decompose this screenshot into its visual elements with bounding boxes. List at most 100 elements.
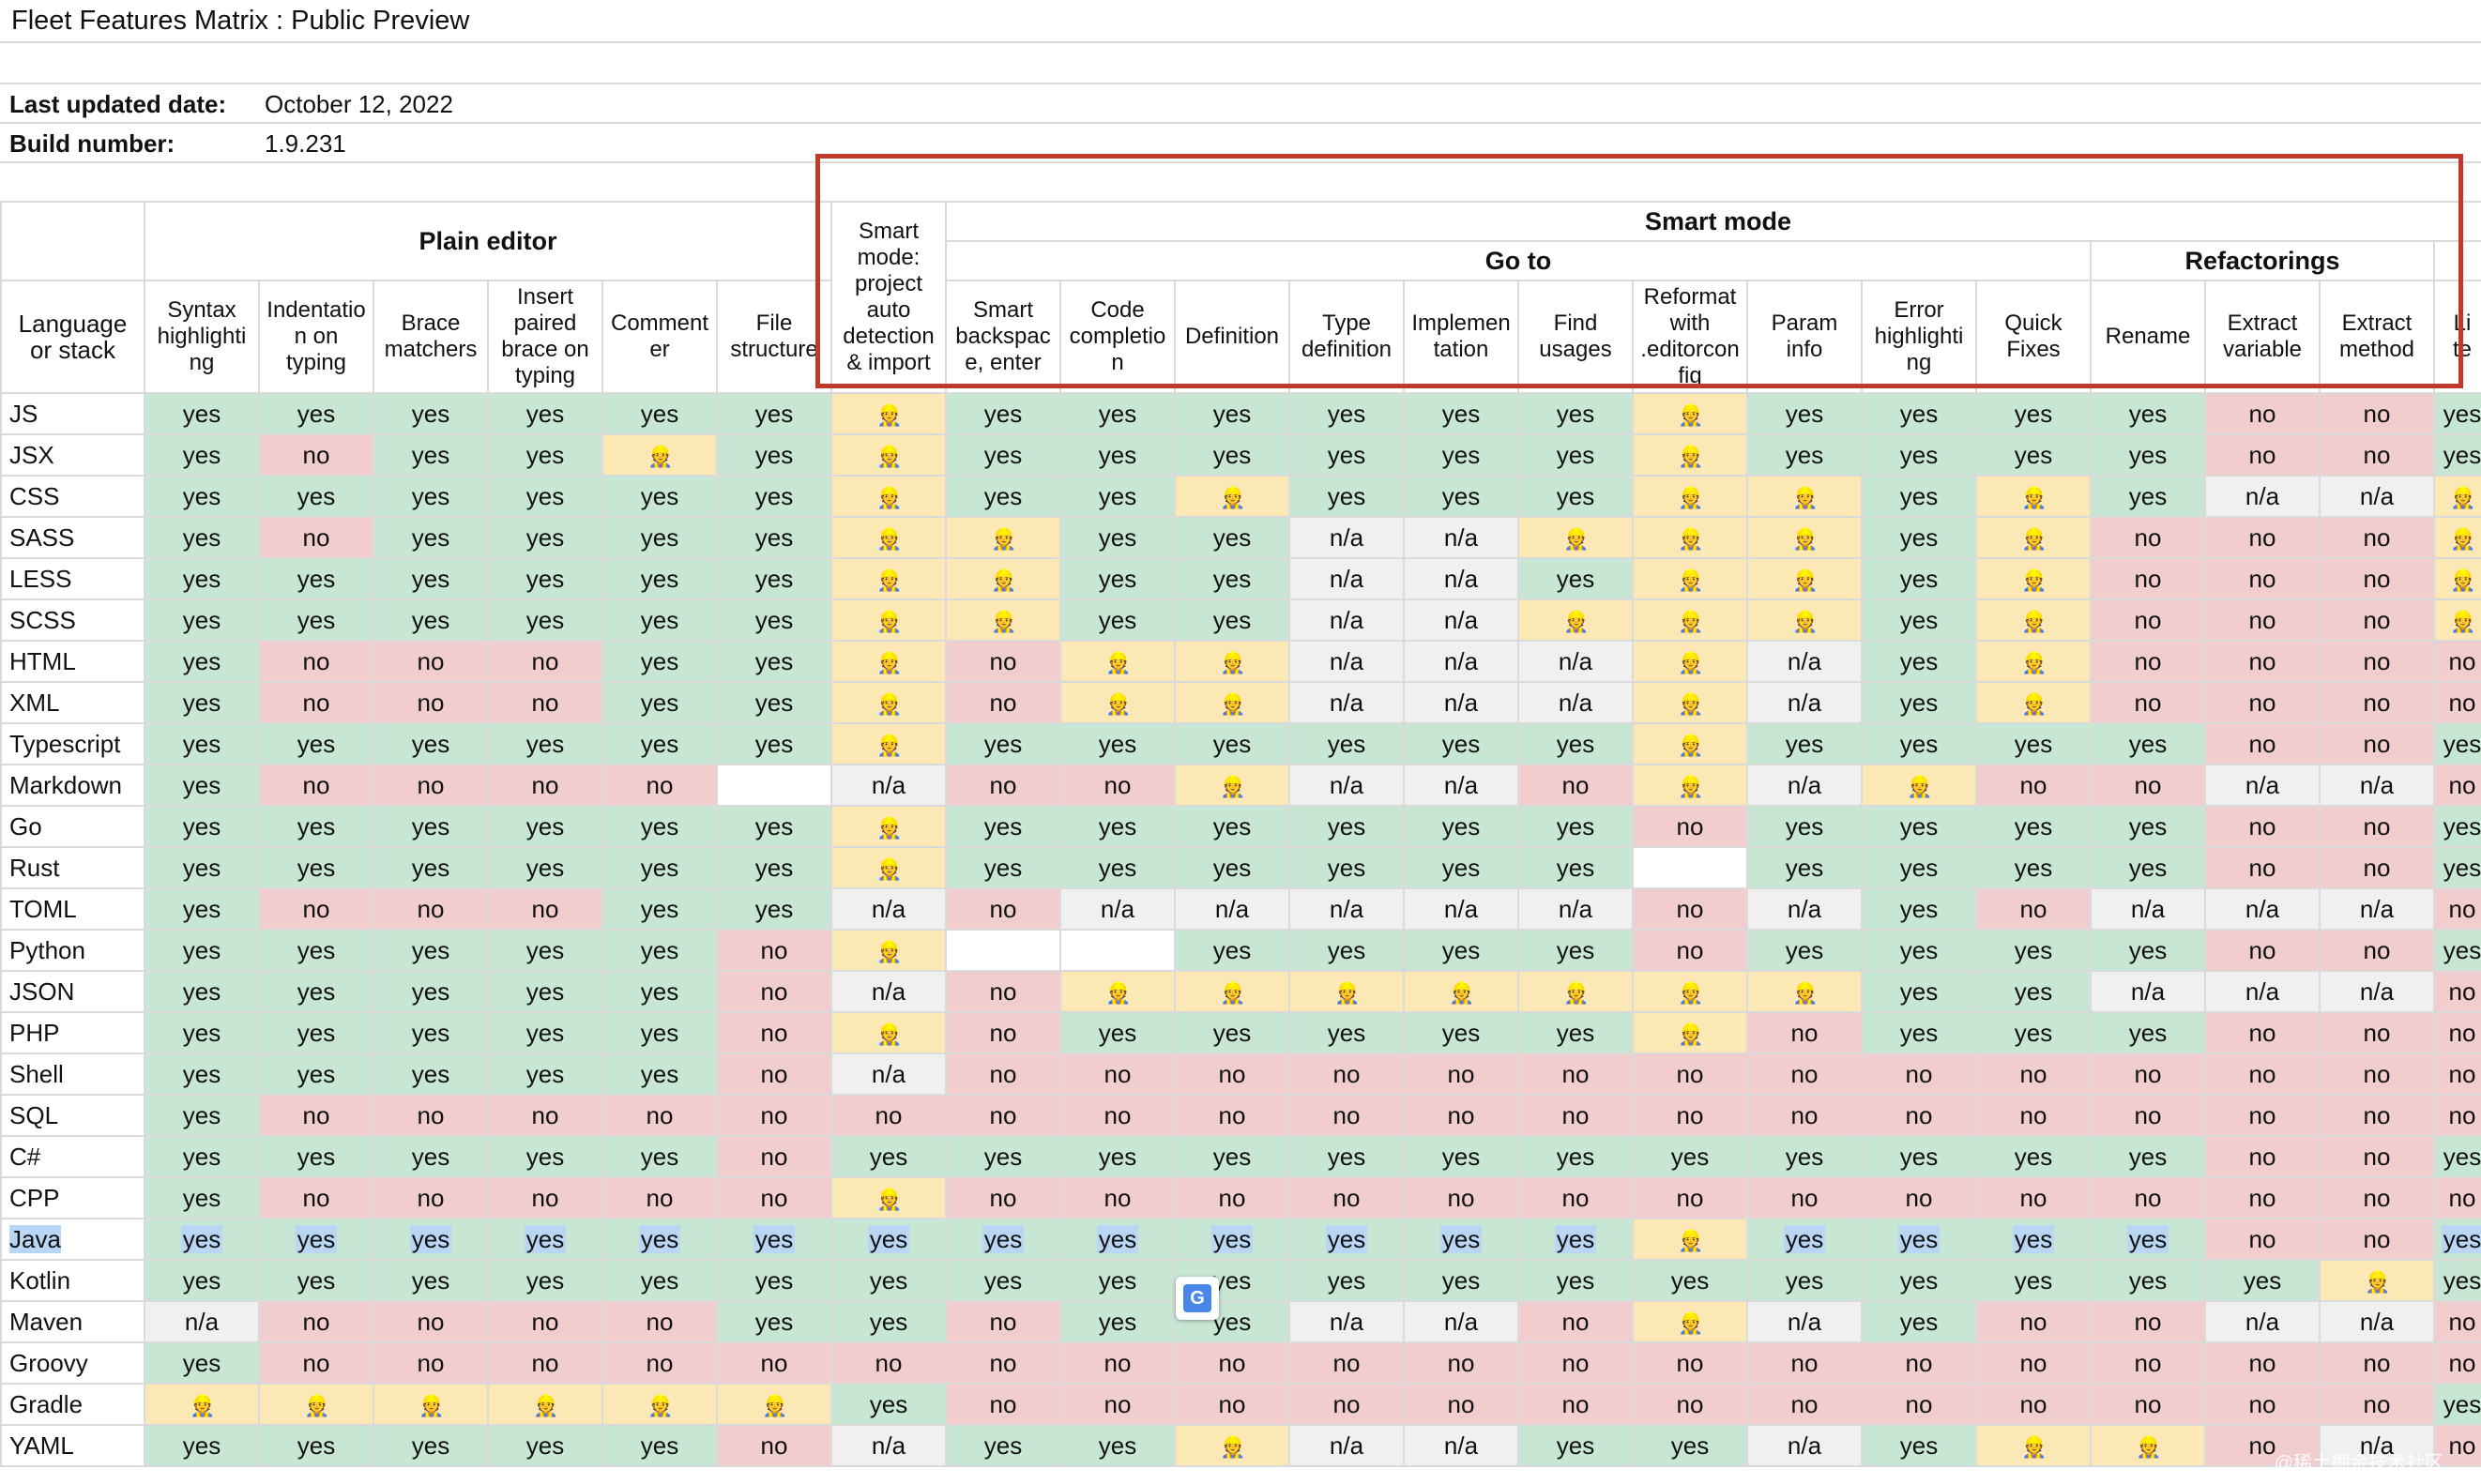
feature-cell-code-completion[interactable] [1059, 929, 1176, 972]
feature-cell-commenter[interactable]: no [601, 1176, 718, 1219]
feature-cell-brace-matchers[interactable]: yes [373, 1052, 489, 1096]
feature-cell-rename[interactable]: yes [2090, 1011, 2206, 1054]
feature-cell-brace-matchers[interactable]: yes [373, 1259, 489, 1302]
feature-cell-code-completion[interactable]: no [1059, 1176, 1176, 1219]
feature-cell-param-info[interactable]: yes [1746, 392, 1863, 435]
feature-cell-syntax-highlighting[interactable]: yes [144, 805, 260, 848]
column-header-code-completion[interactable]: Code completio n [1059, 280, 1176, 394]
feature-cell-insert-paired-brace-on-typing[interactable]: yes [487, 516, 603, 559]
column-header-type-definition[interactable]: Type definition [1288, 280, 1405, 394]
feature-cell-find-usages[interactable]: yes [1517, 1424, 1634, 1467]
feature-cell-brace-matchers[interactable]: yes [373, 1135, 489, 1178]
feature-cell-smart-backspace-enter[interactable]: yes [945, 722, 1061, 765]
feature-cell-indentation-on-typing[interactable]: no [258, 764, 374, 807]
feature-cell-quick-fixes[interactable]: 👷 [1975, 516, 2092, 559]
feature-cell-smart-backspace-enter[interactable]: no [945, 1052, 1061, 1096]
feature-cell-commenter[interactable]: no [601, 1094, 718, 1137]
feature-cell-extract-variable[interactable]: no [2204, 929, 2321, 972]
feature-cell-rename[interactable]: yes [2090, 846, 2206, 889]
column-header-error-highlighting[interactable]: Error highlighti ng [1861, 280, 1977, 394]
feature-cell-insert-paired-brace-on-typing[interactable]: yes [487, 433, 603, 477]
feature-cell-smart-backspace-enter[interactable]: yes [945, 805, 1061, 848]
column-header-indentation-on-typing[interactable]: Indentatio n on typing [258, 280, 374, 394]
feature-cell-implementation[interactable]: n/a [1403, 681, 1519, 724]
feature-cell-reformat-with-editorconfig[interactable]: 👷 [1632, 722, 1748, 765]
feature-cell-syntax-highlighting[interactable]: yes [144, 392, 260, 435]
feature-cell-commenter[interactable]: yes [601, 970, 718, 1013]
feature-cell-type-definition[interactable]: n/a [1288, 681, 1405, 724]
feature-cell-extract-variable[interactable]: no [2204, 1052, 2321, 1096]
feature-cell-find-usages[interactable]: yes [1517, 929, 1634, 972]
feature-cell-live-templates[interactable]: 👷 [2432, 557, 2481, 600]
feature-cell-insert-paired-brace-on-typing[interactable]: no [487, 887, 603, 931]
feature-cell-commenter[interactable]: yes [601, 1259, 718, 1302]
feature-cell-code-completion[interactable]: n/a [1059, 887, 1176, 931]
feature-cell-quick-fixes[interactable]: yes [1975, 392, 2092, 435]
column-header-reformat-with-editorconfig[interactable]: Reformat with .editorcon fig [1632, 280, 1748, 394]
feature-cell-implementation[interactable]: 👷 [1403, 970, 1519, 1013]
feature-cell-rename[interactable]: no [2090, 557, 2206, 600]
feature-cell-indentation-on-typing[interactable]: yes [258, 846, 374, 889]
feature-cell-extract-method[interactable]: n/a [2319, 1424, 2435, 1467]
feature-cell-brace-matchers[interactable]: no [373, 1300, 489, 1343]
feature-cell-quick-fixes[interactable]: 👷 [1975, 598, 2092, 642]
feature-cell-type-definition[interactable]: n/a [1288, 598, 1405, 642]
feature-cell-quick-fixes[interactable]: yes [1975, 1259, 2092, 1302]
feature-cell-find-usages[interactable]: yes [1517, 1218, 1634, 1261]
feature-cell-type-definition[interactable]: yes [1288, 1259, 1405, 1302]
feature-cell-param-info[interactable]: no [1746, 1011, 1863, 1054]
feature-cell-extract-method[interactable]: no [2319, 929, 2435, 972]
feature-cell-live-templates[interactable]: 👷 [2432, 598, 2481, 642]
feature-cell-code-completion[interactable]: yes [1059, 1135, 1176, 1178]
feature-cell-reformat-with-editorconfig[interactable]: 👷 [1632, 1300, 1748, 1343]
feature-cell-insert-paired-brace-on-typing[interactable]: yes [487, 1259, 603, 1302]
feature-cell-find-usages[interactable]: yes [1517, 1259, 1634, 1302]
feature-cell-syntax-highlighting[interactable]: yes [144, 1094, 260, 1137]
column-header-smart-backspace-enter[interactable]: Smart backspac e, enter [945, 280, 1061, 394]
feature-cell-smart-mode-project-auto-detection-import[interactable]: yes [830, 1383, 947, 1426]
feature-cell-smart-backspace-enter[interactable]: yes [945, 392, 1061, 435]
feature-cell-live-templates[interactable]: no [2432, 1341, 2481, 1385]
feature-cell-quick-fixes[interactable]: yes [1975, 805, 2092, 848]
feature-cell-param-info[interactable]: yes [1746, 1259, 1863, 1302]
feature-cell-brace-matchers[interactable]: yes [373, 516, 489, 559]
feature-cell-reformat-with-editorconfig[interactable]: no [1632, 1176, 1748, 1219]
feature-cell-reformat-with-editorconfig[interactable]: 👷 [1632, 1011, 1748, 1054]
feature-cell-implementation[interactable]: yes [1403, 1011, 1519, 1054]
feature-cell-implementation[interactable]: n/a [1403, 1300, 1519, 1343]
feature-cell-indentation-on-typing[interactable]: yes [258, 1259, 374, 1302]
language-cell[interactable]: Java [0, 1218, 145, 1261]
feature-cell-code-completion[interactable]: no [1059, 764, 1176, 807]
feature-cell-file-structure[interactable]: yes [716, 392, 832, 435]
feature-cell-quick-fixes[interactable]: 👷 [1975, 557, 2092, 600]
feature-cell-reformat-with-editorconfig[interactable]: yes [1632, 1424, 1748, 1467]
feature-cell-insert-paired-brace-on-typing[interactable]: no [487, 1176, 603, 1219]
feature-cell-param-info[interactable]: yes [1746, 1218, 1863, 1261]
feature-cell-extract-variable[interactable]: n/a [2204, 764, 2321, 807]
language-cell[interactable]: HTML [0, 640, 145, 683]
last-updated-value[interactable]: October 12, 2022 [265, 90, 453, 118]
feature-cell-param-info[interactable]: n/a [1746, 1424, 1863, 1467]
feature-cell-brace-matchers[interactable]: no [373, 1341, 489, 1385]
feature-cell-code-completion[interactable]: yes [1059, 1218, 1176, 1261]
feature-cell-file-structure[interactable]: 👷 [716, 1383, 832, 1426]
feature-cell-file-structure[interactable]: yes [716, 557, 832, 600]
language-cell[interactable]: YAML [0, 1424, 145, 1467]
feature-cell-brace-matchers[interactable]: yes [373, 1424, 489, 1467]
feature-cell-brace-matchers[interactable]: yes [373, 433, 489, 477]
feature-cell-extract-method[interactable]: no [2319, 1341, 2435, 1385]
feature-cell-extract-method[interactable]: no [2319, 805, 2435, 848]
feature-cell-code-completion[interactable]: no [1059, 1383, 1176, 1426]
feature-cell-extract-method[interactable]: no [2319, 722, 2435, 765]
feature-cell-smart-backspace-enter[interactable]: 👷 [945, 557, 1061, 600]
feature-cell-insert-paired-brace-on-typing[interactable]: no [487, 1341, 603, 1385]
feature-cell-error-highlighting[interactable]: yes [1861, 1135, 1977, 1178]
feature-cell-error-highlighting[interactable]: yes [1861, 846, 1977, 889]
feature-cell-param-info[interactable]: yes [1746, 433, 1863, 477]
feature-cell-smart-mode-project-auto-detection-import[interactable]: 👷 [830, 681, 947, 724]
feature-cell-smart-backspace-enter[interactable]: no [945, 1341, 1061, 1385]
feature-cell-type-definition[interactable]: n/a [1288, 557, 1405, 600]
feature-cell-implementation[interactable]: n/a [1403, 516, 1519, 559]
feature-cell-definition[interactable]: yes [1174, 929, 1290, 972]
feature-cell-rename[interactable]: 👷 [2090, 1424, 2206, 1467]
